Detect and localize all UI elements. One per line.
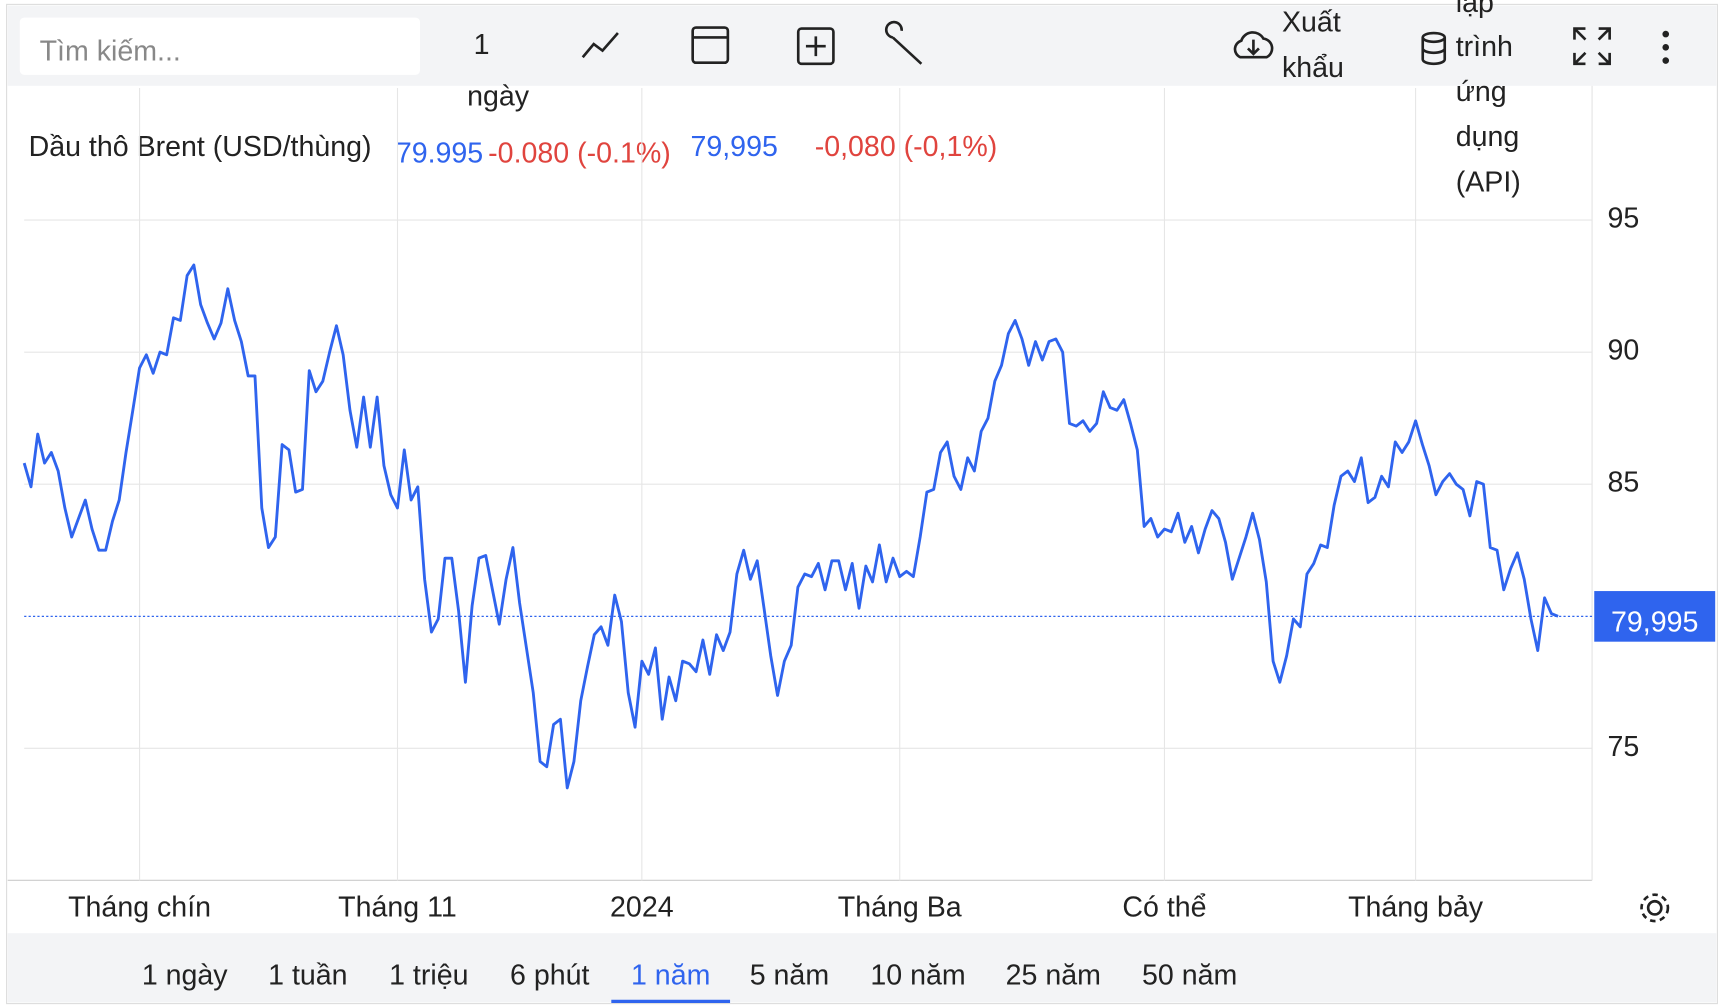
range-button[interactable]: 1 triệu [389, 960, 468, 992]
api-label[interactable]: trình [1456, 31, 1513, 63]
api-label[interactable]: (API) [1456, 166, 1521, 198]
y-tick-label: 95 [1607, 203, 1639, 235]
range-button[interactable]: 1 tuần [268, 960, 347, 992]
api-icon-body [1421, 37, 1447, 66]
calendar-icon[interactable] [691, 26, 730, 65]
y-tick-label: 85 [1607, 467, 1639, 499]
range-button[interactable]: 25 năm [1006, 960, 1101, 992]
menu-icon[interactable] [1662, 30, 1670, 64]
range-button[interactable]: 5 năm [750, 960, 829, 992]
interval-button[interactable]: 1 [474, 29, 490, 61]
fullscreen-icon[interactable] [1573, 27, 1611, 66]
range-button[interactable]: 1 ngày [142, 960, 228, 992]
legend-change: -0,080 (-0,1%) [815, 131, 998, 163]
y-tick-label: 75 [1607, 731, 1639, 763]
search-box[interactable] [19, 17, 421, 75]
legend-name: Dầu thô Brent (USD/thùng) [29, 131, 372, 163]
range-button[interactable]: 6 phút [510, 960, 589, 992]
api-label[interactable]: lập [1456, 0, 1494, 19]
interval-unit: ngày [467, 80, 530, 112]
api-label[interactable]: ứng [1456, 76, 1507, 108]
legend-change: -0.080 (-0.1%) [488, 138, 671, 170]
api-label[interactable]: dụng [1456, 121, 1520, 153]
range-button[interactable]: 10 năm [870, 960, 965, 992]
export-icon[interactable] [1233, 31, 1274, 59]
search-placeholder: Tìm kiếm... [40, 35, 181, 67]
export-label[interactable]: Xuất [1282, 7, 1341, 39]
range-button[interactable]: 50 năm [1142, 960, 1237, 992]
x-tick-label: Tháng 11 [338, 892, 457, 924]
last-value-tag [1594, 591, 1716, 642]
last-value-label: 79,995 [1611, 607, 1698, 639]
x-tick-label: Tháng bảy [1348, 892, 1484, 924]
price-line [22, 263, 1559, 790]
range-bar [7, 933, 1717, 1003]
range-button[interactable]: 1 năm [631, 960, 710, 992]
gear-icon[interactable] [1640, 893, 1670, 923]
x-tick-label: Tháng chín [68, 892, 211, 924]
frame [6, 3, 1718, 1005]
compare-icon[interactable] [796, 27, 835, 66]
chart-type-icon[interactable] [581, 32, 619, 59]
x-tick-label: Tháng Ba [838, 892, 962, 924]
export-label[interactable]: khẩu [1282, 52, 1344, 84]
compare-plus [805, 36, 826, 57]
legend-value: 79,995 [690, 131, 777, 163]
x-tick-label: Có thể [1122, 892, 1206, 924]
y-tick-label: 90 [1607, 335, 1639, 367]
legend-value: 79.995 [396, 138, 483, 170]
x-tick-label: 2024 [610, 892, 674, 924]
settings-wrench[interactable] [884, 20, 923, 65]
